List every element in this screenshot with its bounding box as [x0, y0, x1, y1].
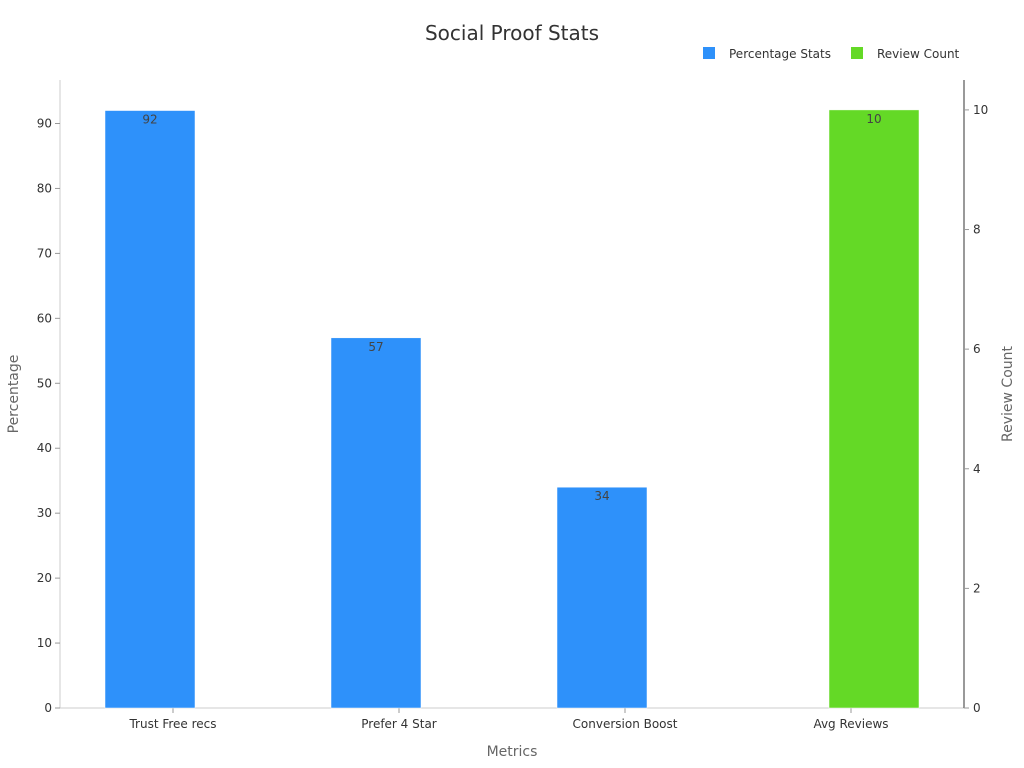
- bar: [556, 486, 648, 709]
- y-tick-label: 90: [37, 117, 52, 131]
- x-axis-label: Metrics: [487, 744, 538, 760]
- bar-data-label: 57: [368, 340, 383, 354]
- legend-label: Review Count: [877, 47, 960, 61]
- y-tick-label: 0: [44, 701, 52, 715]
- y-tick-label: 60: [37, 311, 52, 325]
- y-tick-label: 80: [37, 181, 52, 195]
- legend: Percentage Stats Review Count: [703, 47, 960, 61]
- y2-tick-label: 10: [973, 103, 988, 117]
- y2-tick-label: 8: [973, 223, 981, 237]
- x-tick-label: Prefer 4 Star: [361, 717, 437, 731]
- y2-tick-label: 4: [973, 462, 981, 476]
- y-tick-label: 30: [37, 506, 52, 520]
- bar-data-label: 34: [594, 489, 609, 503]
- y-tick-label: 40: [37, 441, 52, 455]
- y2-tick-label: 2: [973, 581, 981, 595]
- bar-data-label: 10: [866, 112, 881, 126]
- y-tick-label: 70: [37, 246, 52, 260]
- bar-data-label: 92: [142, 113, 157, 127]
- y-tick-label: 50: [37, 376, 52, 390]
- y2-axis-label: Review Count: [1000, 346, 1016, 442]
- y2-tick-label: 6: [973, 342, 981, 356]
- bar: [104, 110, 196, 709]
- x-tick-label: Conversion Boost: [573, 717, 678, 731]
- x-tick-label: Trust Free recs: [128, 717, 216, 731]
- legend-swatch: [851, 47, 863, 59]
- bar: [330, 337, 422, 709]
- plot-area: 0 10 20 30 40 50 60 70 80 90 0 2 4 6 8 10 Trust Free rec…: [37, 80, 988, 731]
- legend-label: Percentage Stats: [729, 47, 831, 61]
- legend-swatch: [703, 47, 715, 59]
- bar: [828, 109, 920, 709]
- y-tick-label: 20: [37, 571, 52, 585]
- y2-tick-label: 0: [973, 701, 981, 715]
- chart-title: Social Proof Stats: [425, 21, 599, 45]
- y-axis-label: Percentage: [6, 355, 22, 434]
- x-tick-label: Avg Reviews: [813, 717, 888, 731]
- y-tick-label: 10: [37, 636, 52, 650]
